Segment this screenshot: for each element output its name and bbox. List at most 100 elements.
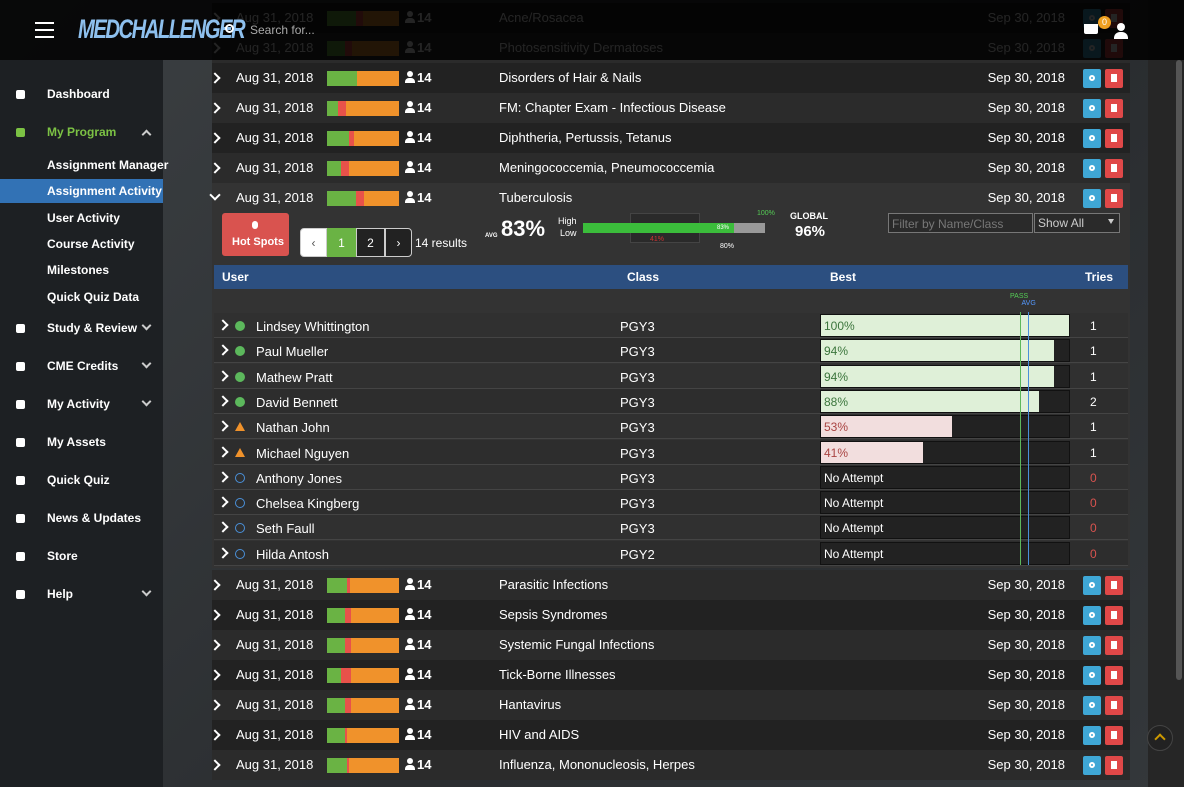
show-select[interactable]: Show All [1034,213,1120,233]
user-icon-head [407,728,413,734]
settings-icon [1089,612,1095,618]
page-prev[interactable]: ‹ [300,228,327,257]
sidebar-item[interactable]: My Assets [47,434,106,449]
assignment-due: Sep 30, 2018 [987,100,1065,115]
best-label: 94% [824,344,849,359]
progress-segment [357,71,399,86]
user-name[interactable]: Mathew Pratt [256,369,333,385]
user-name[interactable]: Anthony Jones [256,470,343,486]
hot-spots-button[interactable] [222,213,289,256]
cart-badge: 0 [1098,16,1111,29]
assignment-count: 14 [417,577,432,592]
progress-segment [327,101,338,116]
assignment-title[interactable]: Meningococcemia, Pneumococcemia [499,160,715,175]
assignment-title[interactable]: Tuberculosis [499,190,573,205]
hot-spots-icon [252,221,258,229]
delete-icon [1111,761,1117,769]
page-number[interactable]: 2 [356,228,385,257]
assignment-title[interactable]: Parasitic Infections [499,577,609,592]
assignment-title[interactable]: Influenza, Mononucleosis, Herpes [499,757,695,772]
progress-segment [350,698,399,713]
tries: 1 [1090,344,1097,359]
progress-segment [327,191,356,206]
sidebar-subitem[interactable]: Assignment Manager [47,158,169,172]
cart-icon[interactable] [1084,24,1098,34]
menu-line[interactable] [35,36,54,38]
user-icon-body [405,198,415,203]
delete-icon [1111,671,1117,679]
assignment-due: Sep 30, 2018 [987,190,1065,205]
progress-segment [327,578,348,593]
sidebar-subitem[interactable]: Assignment Activity [47,184,162,199]
sidebar-item[interactable]: Store [47,548,78,563]
assignment-title[interactable]: Sepsis Syndromes [499,607,608,622]
user-name[interactable]: Paul Mueller [256,344,329,360]
filter-input[interactable]: Filter by Name/Class [888,213,1033,233]
sidebar-item[interactable]: My Activity [47,396,110,411]
user-name[interactable]: Michael Nguyen [256,445,350,461]
sidebar-item[interactable]: Dashboard [47,87,110,101]
sidebar-item[interactable]: Study & Review [47,320,138,335]
sidebar-subitem[interactable]: Course Activity [47,236,135,251]
progress-segment [355,191,365,206]
assignment-due: Sep 30, 2018 [987,697,1065,712]
progress-segment [341,161,349,176]
delete-icon [1111,641,1117,649]
assignment-title[interactable]: Diphtheria, Pertussis, Tetanus [499,130,672,145]
global-caption: GLOBAL [790,211,828,221]
select-caret [1108,219,1114,224]
best-label: No Attempt [824,521,884,536]
progress-segment [347,578,351,593]
assignment-title[interactable]: Systemic Fungal Infections [499,637,655,652]
user-name[interactable]: Chelsea Kingberg [256,496,360,512]
assignment-title[interactable]: HIV and AIDS [499,727,580,742]
page-number[interactable]: 1 [327,228,356,257]
tries: 1 [1090,420,1097,435]
user-menu-head[interactable] [1117,23,1125,31]
sidebar-item[interactable]: Quick Quiz [47,472,110,487]
sidebar-item[interactable]: My Program [47,125,117,139]
sidebar-subitem[interactable]: Milestones [47,263,110,278]
sidebar-icon [16,128,25,137]
best-label: No Attempt [824,470,884,485]
sidebar-item[interactable]: CME Credits [47,358,119,373]
user-name[interactable]: Seth Faull [256,521,315,537]
best-label: No Attempt [824,496,884,511]
assignment-title[interactable]: FM: Chapter Exam - Infectious Disease [499,100,726,115]
user-name[interactable]: Lindsey Whittington [256,319,370,334]
settings-icon [1089,732,1095,738]
delete-icon [1111,164,1117,172]
status-icon [235,396,245,407]
menu-line[interactable] [35,29,54,31]
progress-segment [337,101,347,116]
user-class: PGY3 [620,394,655,410]
page-next[interactable]: › [385,228,412,257]
menu-line[interactable] [35,22,54,24]
sidebar-item[interactable]: News & Updates [47,510,142,525]
assignment-count: 14 [417,697,432,712]
sidebar-item[interactable]: Help [47,586,74,601]
search-input[interactable]: Search for... [250,23,315,37]
user-name[interactable]: Hilda Antosh [256,546,329,562]
user-name[interactable]: David Bennett [256,394,338,410]
assignment-due: Sep 30, 2018 [987,160,1065,175]
sidebar-subitem[interactable]: Quick Quiz Data [47,289,140,304]
sidebar-subitem[interactable]: User Activity [47,210,120,225]
assignment-title[interactable]: Tick-Borne Illnesses [499,667,616,682]
results-count: 14 results [415,236,468,250]
user-class: PGY3 [620,496,655,512]
avg-line [1027,312,1029,565]
assignment-title[interactable]: Disorders of Hair & Nails [499,70,642,85]
status-icon [235,498,245,509]
progress-segment [341,668,352,683]
sidebar-icon [16,437,25,447]
progress-segment [327,758,348,773]
user-name[interactable]: Nathan John [256,420,330,436]
assignment-due: Sep 30, 2018 [987,637,1065,652]
assignment-title[interactable]: Hantavirus [499,697,562,712]
user-icon-body [405,138,415,143]
progress-segment [345,608,351,623]
assignment-count: 14 [417,637,432,652]
top-bar [0,0,1184,60]
delete-icon [1111,701,1117,709]
